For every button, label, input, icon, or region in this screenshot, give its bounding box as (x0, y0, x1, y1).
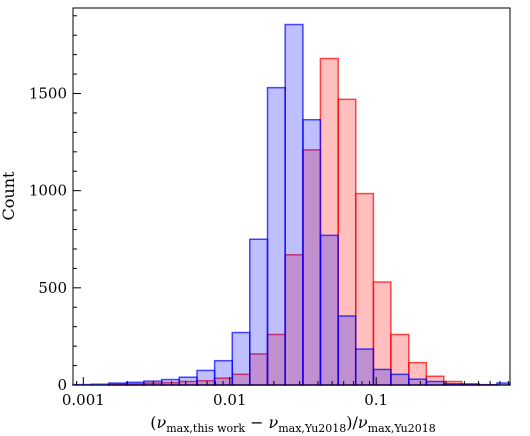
plot-frame (72, 7, 511, 386)
blue-bar (337, 315, 357, 386)
x-tick-label: 0.01 (213, 391, 246, 409)
blue-bar (249, 238, 269, 386)
y-axis-ticks: 0 500 1000 1500 (29, 15, 81, 394)
x-axis-ticks: 0.001 0.01 0.1 (62, 377, 509, 409)
y-axis-label: Count (0, 171, 18, 220)
blue-bar (425, 380, 445, 386)
y-tick-label: 1000 (29, 182, 67, 200)
blue-bar (354, 348, 375, 386)
y-tick-label: 1500 (29, 85, 67, 103)
x-tick-label: 0.1 (364, 391, 388, 409)
y-tick-label: 0 (57, 376, 67, 394)
x-label-nu-3: ν (358, 413, 368, 432)
x-label-nu-1: ν (157, 413, 167, 432)
blue-bar (160, 378, 181, 386)
blue-bar (319, 234, 339, 386)
x-label-sub-2: max,Yu2018 (278, 422, 346, 435)
blue-bar (408, 378, 428, 386)
blue-bar (302, 118, 322, 386)
blue-bar (178, 376, 198, 386)
blue-bar (390, 373, 410, 386)
x-label-close: ) (346, 413, 352, 432)
blue-bar (196, 369, 216, 386)
red-series-bars (107, 57, 498, 386)
blue-series-bars (72, 23, 511, 386)
x-label-slash: / (353, 413, 359, 432)
x-label-nu-2: ν (268, 413, 278, 432)
x-tick-label: 0.001 (62, 391, 105, 409)
x-label-sub-3: max,Yu2018 (368, 422, 436, 435)
x-label-minus: − (250, 413, 263, 432)
x-axis-label: (νmax,this work − νmax,Yu2018)/νmax,Yu2018 (150, 413, 435, 435)
y-tick-label: 500 (38, 279, 67, 297)
blue-bar (231, 331, 251, 386)
blue-bar (266, 86, 286, 386)
blue-bar (284, 23, 304, 386)
x-label-sub-1: max,this work (166, 422, 245, 435)
